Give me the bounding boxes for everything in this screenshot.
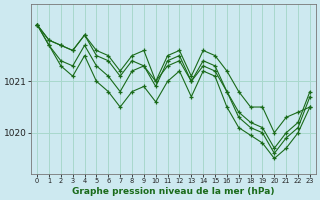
X-axis label: Graphe pression niveau de la mer (hPa): Graphe pression niveau de la mer (hPa) bbox=[72, 187, 275, 196]
